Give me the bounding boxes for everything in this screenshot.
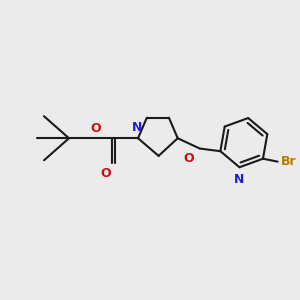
Text: O: O xyxy=(90,122,101,135)
Text: N: N xyxy=(131,121,142,134)
Text: O: O xyxy=(184,152,194,165)
Text: O: O xyxy=(100,167,111,180)
Text: N: N xyxy=(234,172,245,185)
Text: Br: Br xyxy=(280,155,296,168)
